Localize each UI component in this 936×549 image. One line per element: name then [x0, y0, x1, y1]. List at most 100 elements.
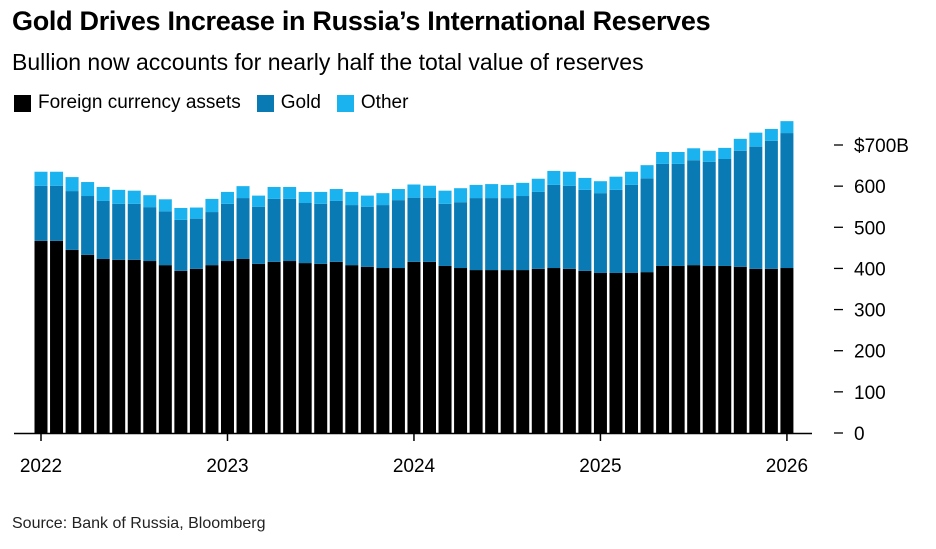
bar-foreign-currency-assets-dec-2025 [764, 268, 778, 433]
bar-other-jul-2024 [500, 184, 514, 199]
bar-gold-jan-2026 [780, 133, 794, 269]
bar-other-nov-2023 [376, 193, 390, 206]
x-tick-label: 2023 [206, 456, 248, 477]
legend-label-gold: Gold [280, 92, 321, 113]
bar-foreign-currency-assets-jul-2024 [500, 270, 514, 433]
bar-foreign-currency-assets-jan-2024 [407, 261, 421, 433]
bar-other-dec-2025 [764, 128, 778, 141]
x-tick-label: 2025 [579, 456, 621, 477]
bar-gold-nov-2022 [189, 218, 203, 269]
bar-foreign-currency-assets-mar-2023 [252, 263, 266, 433]
bar-foreign-currency-assets-jun-2024 [485, 270, 499, 433]
bar-gold-jun-2023 [298, 203, 312, 264]
y-tick-label: $700B [854, 136, 909, 157]
bar-gold-sep-2023 [345, 205, 359, 266]
bar-gold-aug-2023 [329, 200, 343, 262]
bar-gold-oct-2022 [174, 219, 188, 271]
bar-foreign-currency-assets-oct-2025 [733, 266, 747, 433]
bar-gold-feb-2023 [236, 198, 250, 259]
bar-gold-jan-2022 [34, 185, 48, 241]
bar-gold-oct-2025 [733, 150, 747, 267]
y-tick-label: 100 [854, 383, 886, 404]
y-tick-label: 300 [854, 301, 886, 322]
bar-other-sep-2025 [718, 147, 732, 159]
bar-foreign-currency-assets-aug-2024 [516, 270, 530, 433]
bar-gold-dec-2025 [764, 140, 778, 269]
legend-item-gold: Gold [256, 92, 321, 114]
bar-other-jan-2025 [593, 181, 607, 194]
bar-gold-jun-2024 [485, 198, 499, 271]
bar-other-feb-2023 [236, 186, 250, 199]
bar-other-apr-2024 [454, 188, 468, 203]
bar-gold-apr-2022 [81, 196, 95, 255]
bar-other-jul-2025 [687, 148, 701, 161]
bar-gold-jan-2023 [220, 203, 234, 262]
bar-gold-feb-2024 [423, 197, 436, 262]
bar-foreign-currency-assets-may-2025 [656, 265, 670, 433]
bar-gold-nov-2023 [376, 205, 390, 269]
bar-other-feb-2022 [50, 171, 64, 186]
bar-gold-apr-2025 [640, 178, 654, 273]
bar-gold-apr-2023 [267, 198, 281, 262]
bar-other-jan-2026 [780, 121, 794, 134]
bars-group [34, 121, 794, 433]
bar-foreign-currency-assets-nov-2022 [189, 268, 203, 433]
legend: Foreign currency assets Gold Other [14, 92, 424, 114]
bar-other-mar-2023 [252, 195, 266, 207]
bar-other-nov-2022 [189, 207, 203, 219]
bar-foreign-currency-assets-may-2023 [283, 261, 297, 433]
chart-title: Gold Drives Increase in Russia’s Interna… [12, 6, 711, 36]
bar-gold-nov-2024 [562, 185, 576, 269]
y-ticks-group: 0 100 200 300 400 500 600 $700B [834, 136, 909, 445]
bar-gold-may-2023 [283, 198, 297, 262]
y-tick-label: 400 [854, 259, 886, 280]
bar-foreign-currency-assets-apr-2025 [640, 272, 654, 433]
bar-foreign-currency-assets-apr-2023 [267, 261, 281, 433]
bar-foreign-currency-assets-may-2024 [469, 270, 483, 433]
bar-other-oct-2023 [360, 195, 374, 207]
bar-gold-mar-2025 [625, 184, 639, 273]
y-tick-label: 200 [854, 342, 886, 363]
bar-foreign-currency-assets-sep-2025 [718, 265, 732, 433]
bar-other-jan-2023 [220, 191, 234, 204]
bar-other-sep-2023 [345, 191, 359, 206]
bar-foreign-currency-assets-dec-2024 [578, 270, 592, 433]
legend-item-other: Other [336, 92, 408, 114]
bar-other-may-2024 [469, 184, 483, 199]
bar-other-mar-2025 [625, 171, 639, 185]
legend-swatch-foreign-currency [14, 94, 31, 112]
bar-other-jan-2024 [407, 184, 421, 198]
bar-gold-jun-2025 [671, 163, 685, 266]
bar-gold-dec-2022 [205, 212, 219, 266]
bar-other-jun-2022 [112, 189, 126, 204]
bar-gold-dec-2023 [391, 200, 405, 269]
bar-foreign-currency-assets-dec-2023 [391, 268, 405, 433]
bar-other-dec-2024 [578, 177, 592, 190]
bar-gold-nov-2025 [749, 146, 763, 269]
bar-other-nov-2024 [562, 171, 576, 186]
bar-foreign-currency-assets-feb-2025 [609, 272, 623, 433]
legend-item-foreign-currency: Foreign currency assets [14, 92, 241, 114]
bar-foreign-currency-assets-apr-2022 [81, 254, 95, 433]
bar-foreign-currency-assets-feb-2023 [236, 258, 250, 433]
bar-gold-jul-2022 [127, 203, 141, 260]
bar-foreign-currency-assets-sep-2024 [531, 268, 545, 433]
bar-foreign-currency-assets-nov-2023 [376, 268, 390, 433]
y-tick-label: 600 [854, 177, 886, 198]
x-tick-label: 2026 [766, 456, 808, 477]
legend-swatch-other [336, 94, 354, 112]
bar-gold-oct-2023 [360, 206, 374, 267]
bar-gold-may-2022 [96, 200, 110, 259]
bar-gold-aug-2022 [143, 207, 157, 262]
bar-foreign-currency-assets-feb-2024 [423, 261, 436, 433]
bar-other-aug-2025 [702, 150, 716, 162]
bar-gold-jul-2025 [687, 160, 701, 266]
bar-foreign-currency-assets-aug-2022 [143, 261, 157, 433]
x-tick-label: 2024 [393, 456, 436, 477]
bar-other-dec-2023 [391, 189, 405, 201]
bar-other-nov-2025 [749, 132, 763, 147]
bar-other-feb-2025 [609, 176, 623, 190]
legend-label-foreign-currency: Foreign currency assets [38, 92, 241, 113]
bar-gold-mar-2022 [65, 191, 79, 250]
bar-other-jan-2022 [34, 171, 48, 186]
